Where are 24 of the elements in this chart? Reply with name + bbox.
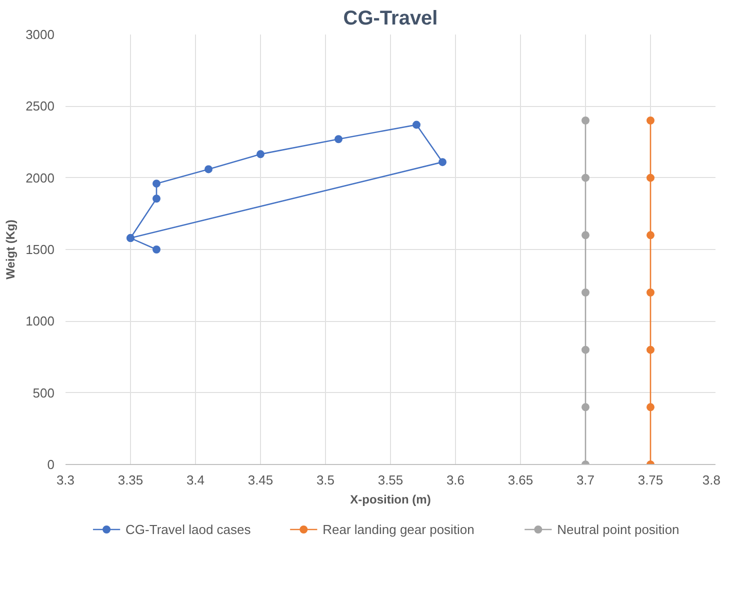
y-axis-title: Weigt (Kg): [4, 220, 18, 280]
y-tick-label: 3000: [26, 27, 54, 42]
y-tick-label: 2500: [26, 98, 54, 114]
chart-title: CG-Travel: [343, 8, 438, 30]
y-tick-label: 500: [32, 385, 55, 400]
x-tick-label: 3.7: [576, 472, 595, 488]
x-tick-label: 3.6: [446, 472, 465, 488]
x-axis-title: X-position (m): [350, 492, 431, 506]
x-tick-label: 3.65: [508, 472, 534, 488]
x-tick-label: 3.75: [638, 472, 664, 488]
legend-label: Rear landing gear position: [322, 522, 474, 537]
y-tick-label: 0: [47, 457, 55, 472]
x-tick-label: 3.3: [56, 472, 75, 488]
y-tick-label: 1500: [26, 242, 54, 257]
x-tick-label: 3.4: [186, 472, 205, 488]
x-tick-label: 3.55: [378, 472, 404, 488]
y-tick-label: 1000: [26, 314, 54, 329]
x-tick-label: 3.35: [118, 472, 144, 488]
legend-label: Neutral point position: [557, 522, 680, 537]
x-tick-label: 3.45: [248, 472, 274, 488]
y-tick-label: 2000: [26, 170, 54, 186]
legend-label: CG-Travel laod cases: [126, 522, 252, 537]
x-tick-label: 3.8: [702, 472, 721, 488]
x-tick-label: 3.5: [316, 472, 335, 488]
